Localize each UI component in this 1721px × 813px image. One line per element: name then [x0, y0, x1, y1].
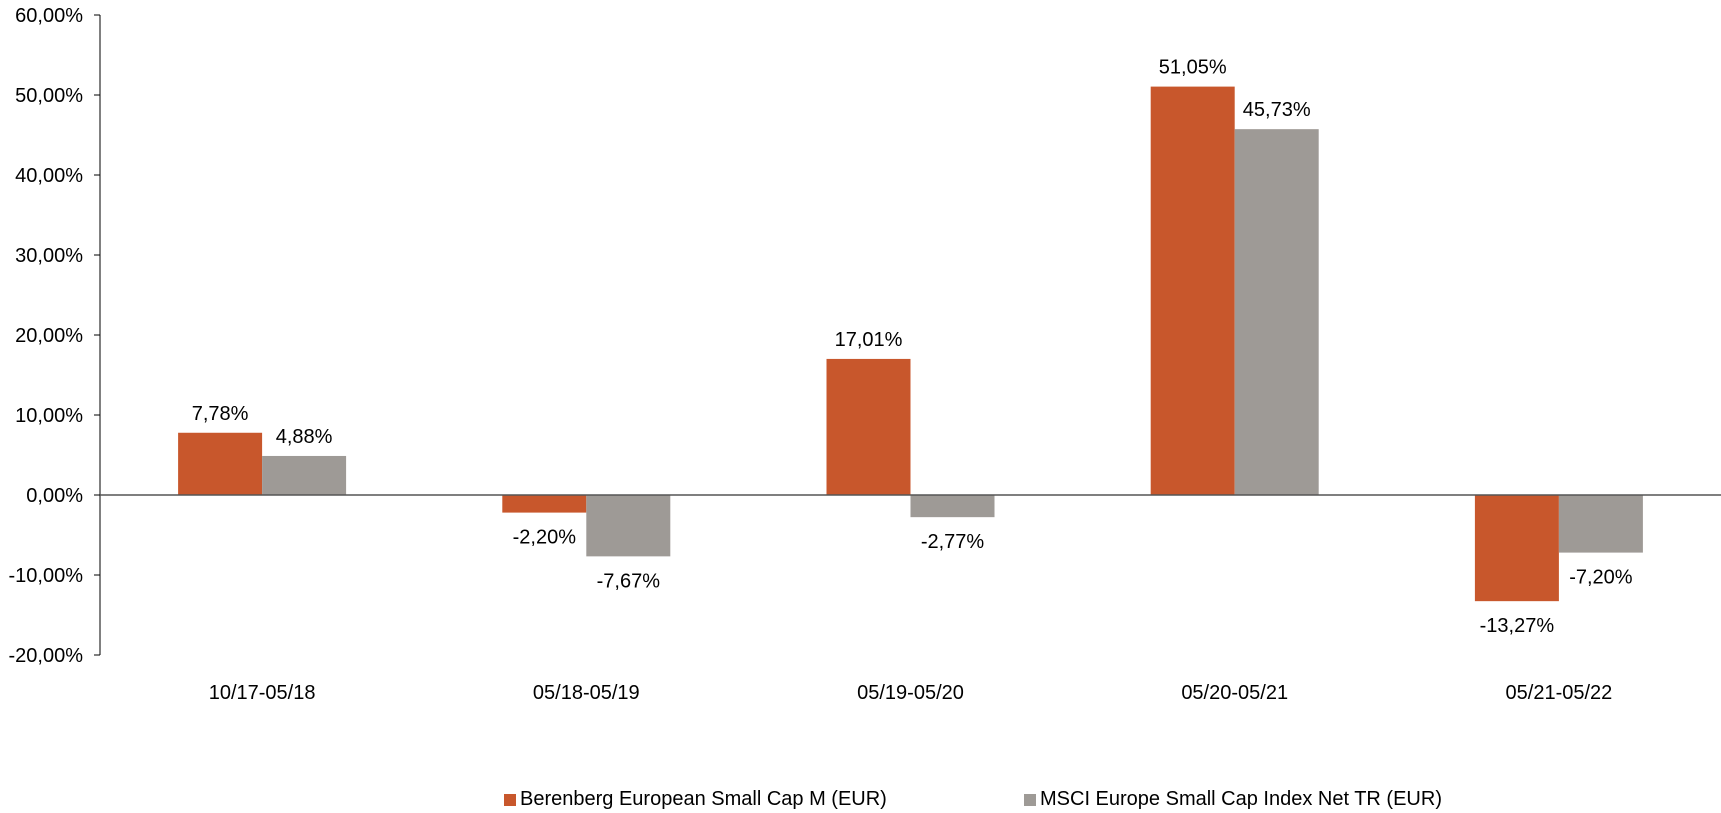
- bar-series0-3: [1150, 86, 1235, 495]
- y-tick-label: 30,00%: [15, 245, 83, 267]
- y-tick-label: 60,00%: [15, 5, 83, 27]
- data-label-series1-1: -7,67%: [597, 570, 661, 592]
- category-label: 05/20-05/21: [1181, 682, 1288, 704]
- y-tick-label: 40,00%: [15, 165, 83, 187]
- bars: [178, 86, 1643, 602]
- y-tick-label: -20,00%: [9, 645, 84, 667]
- legend-swatch-berenberg: [504, 793, 516, 806]
- data-label-series1-3: 45,73%: [1243, 99, 1311, 121]
- y-tick-label: 0,00%: [26, 485, 83, 507]
- data-label-series1-4: -7,20%: [1569, 567, 1633, 589]
- bar-series0-1: [502, 495, 587, 513]
- legend-swatch-msci: [1024, 793, 1036, 806]
- bar-series1-4: [1558, 495, 1643, 553]
- bar-series0-0: [178, 432, 263, 495]
- data-label-series0-4: -13,27%: [1480, 615, 1555, 637]
- category-label: 05/18-05/19: [533, 682, 640, 704]
- category-label: 10/17-05/18: [209, 682, 316, 704]
- bar-series1-0: [262, 455, 347, 495]
- category-labels: 10/17-05/18 05/18-05/19 05/19-05/20 05/20-0…: [209, 682, 1613, 704]
- y-tick-label: 20,00%: [15, 325, 83, 347]
- bar-series0-2: [826, 358, 911, 495]
- category-label: 05/19-05/20: [857, 682, 964, 704]
- legend-label-msci: MSCI Europe Small Cap Index Net TR (EUR): [1040, 788, 1442, 810]
- data-label-series1-2: -2,77%: [921, 531, 985, 553]
- y-tick-label: 50,00%: [15, 85, 83, 107]
- data-label-series1-0: 4,88%: [276, 426, 333, 448]
- y-tick-label: -10,00%: [9, 565, 84, 587]
- legend: Berenberg European Small Cap M (EUR) MSC…: [0, 788, 1721, 812]
- bar-series1-3: [1234, 129, 1319, 495]
- bar-series1-2: [910, 495, 995, 518]
- legend-item-msci: MSCI Europe Small Cap Index Net TR (EUR): [1024, 788, 1442, 811]
- category-label: 05/21-05/22: [1506, 682, 1613, 704]
- legend-item-berenberg: Berenberg European Small Cap M (EUR): [504, 788, 887, 811]
- y-axis: 60,00% 50,00% 40,00% 30,00% 20,00% 10,00% 0,00…: [9, 5, 101, 667]
- bar-series1-1: [586, 495, 671, 557]
- legend-label-berenberg: Berenberg European Small Cap M (EUR): [520, 788, 887, 810]
- data-labels: 7,78% 4,88% -2,20% -7,67% 17,01% -2,77% 51,05%…: [192, 57, 1633, 638]
- data-label-series0-1: -2,20%: [513, 527, 577, 549]
- bar-series0-4: [1474, 495, 1559, 602]
- data-label-series0-2: 17,01%: [835, 329, 903, 351]
- data-label-series0-3: 51,05%: [1159, 57, 1227, 79]
- data-label-series0-0: 7,78%: [192, 403, 249, 425]
- y-tick-label: 10,00%: [15, 405, 83, 427]
